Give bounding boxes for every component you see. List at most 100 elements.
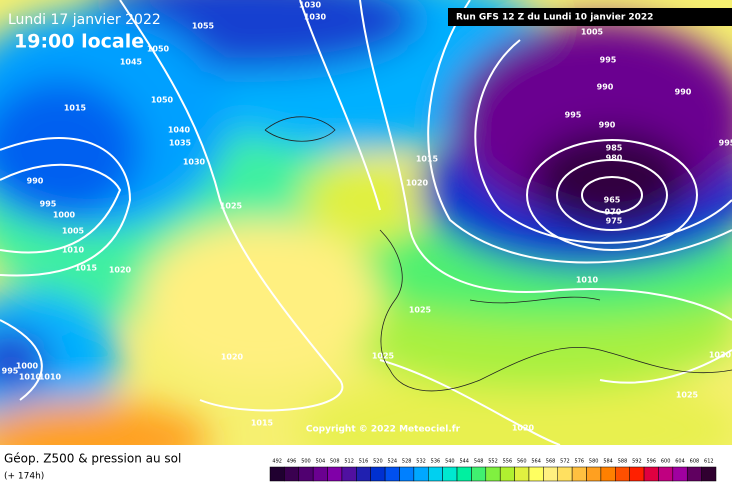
- colorbar-label: 568: [546, 459, 556, 465]
- colorbar-label: 580: [589, 459, 599, 465]
- colorbar-label: 584: [603, 459, 613, 465]
- colorbar-swatch: [456, 466, 472, 482]
- isobar-label: 1005: [581, 28, 604, 37]
- colorbar-label: 504: [316, 459, 326, 465]
- colorbar-swatch: [428, 466, 443, 482]
- colorbar: 492 496 500 504 508 512 516 520 524 528 532 536 540 5…: [269, 459, 717, 482]
- colorbar-label: 532: [416, 459, 426, 465]
- isobar-label: 1050: [151, 96, 174, 105]
- isobar-label: 1030: [299, 1, 322, 10]
- colorbar-label: 524: [388, 459, 398, 465]
- colorbar-label: 564: [531, 459, 541, 465]
- colorbar-label: 512: [344, 459, 354, 465]
- isobar-label: 1025: [220, 202, 243, 211]
- colorbar-label: 496: [287, 459, 297, 465]
- colorbar-label: 572: [560, 459, 570, 465]
- colorbar-swatch: [471, 466, 487, 482]
- isobar-label: 995: [2, 367, 19, 376]
- isobar-label: 1010: [62, 246, 85, 255]
- colorbar-label: 536: [431, 459, 441, 465]
- isobar-label: 985: [606, 144, 623, 153]
- colorbar-label: 556: [503, 459, 513, 465]
- colorbar-swatch: [399, 466, 415, 482]
- isobar-label: 965: [604, 196, 621, 205]
- colorbar-swatch: [658, 466, 674, 482]
- isobar-label: 1045: [120, 58, 143, 67]
- isobar-label: 1005: [62, 227, 85, 236]
- colorbar-swatch: [298, 466, 314, 482]
- isobar-label: 1010: [576, 276, 599, 285]
- isobar-label: 1015: [64, 104, 87, 113]
- isobar-label: 1025: [676, 391, 699, 400]
- footer-title: Géop. Z500 & pression au sol: [4, 452, 181, 466]
- colorbar-swatch: [629, 466, 645, 482]
- run-box: [448, 8, 732, 26]
- isobar-label: 1010: [39, 373, 62, 382]
- lead-time: (+ 174h): [4, 472, 44, 482]
- colorbar-swatch: [528, 466, 544, 482]
- isobar-label: 1015: [416, 155, 439, 164]
- colorbar-swatch: [615, 466, 630, 482]
- colorbar-swatch: [341, 466, 357, 482]
- colorbar-swatch: [413, 466, 429, 482]
- isobar-label: 1000: [53, 211, 76, 220]
- valid-time: 19:00 locale: [14, 31, 144, 53]
- colorbar-swatch: [384, 466, 400, 482]
- colorbar-swatch: [284, 466, 300, 482]
- isobar-label: 1010: [19, 373, 42, 382]
- colorbar-label: 588: [618, 459, 628, 465]
- run-info: Run GFS 12 Z du Lundi 10 janvier 2022: [456, 13, 653, 23]
- isobars: [0, 0, 732, 445]
- isobar-label: 1020: [406, 179, 429, 188]
- colorbar-swatch: [557, 466, 573, 482]
- isobar-label: 1050: [147, 45, 170, 54]
- colorbar-label: 516: [359, 459, 369, 465]
- colorbar-swatch: [370, 466, 386, 482]
- colorbar-swatch: [586, 466, 602, 482]
- colorbar-swatch: [571, 466, 587, 482]
- colorbar-label: 520: [373, 459, 383, 465]
- isobar-label: 995: [719, 139, 732, 148]
- colorbar-label: 612: [704, 459, 714, 465]
- colorbar-label: 540: [445, 459, 455, 465]
- colorbar-swatch: [327, 466, 343, 482]
- isobar-label: 990: [27, 177, 44, 186]
- colorbar-label: 560: [517, 459, 527, 465]
- isobar-label: 980: [606, 154, 623, 163]
- isobar-label: 995: [600, 56, 617, 65]
- colorbar-label: 548: [474, 459, 484, 465]
- colorbar-swatch: [269, 466, 285, 482]
- colorbar-swatch: [600, 466, 616, 482]
- colorbar-swatch: [442, 466, 458, 482]
- colorbar-label: 576: [575, 459, 585, 465]
- isobar-label: 1025: [372, 352, 395, 361]
- isobar-label: 990: [599, 121, 616, 130]
- isobar-label: 1030: [183, 158, 206, 167]
- isobar-label: 1025: [409, 306, 432, 315]
- colorbar-swatch: [356, 466, 371, 482]
- colorbar-label: 600: [661, 459, 671, 465]
- colorbar-label: 500: [301, 459, 311, 465]
- isobar-labels: 1030 1030 1055 1050 1045 1050 1015 1040 1035 1030…: [2, 1, 732, 433]
- copyright: Copyright © 2022 Meteociel.fr: [306, 425, 461, 435]
- isobar-label: 1015: [75, 264, 98, 273]
- isobar-label: 1000: [16, 362, 39, 371]
- isobar-label: 1030: [709, 351, 732, 360]
- colorbar-label: 544: [459, 459, 469, 465]
- colorbar-swatch: [514, 466, 530, 482]
- colorbar-label: 492: [272, 459, 282, 465]
- isobar-label: 1015: [251, 419, 274, 428]
- isobar-label: 1035: [169, 139, 192, 148]
- colorbar-swatch: [643, 466, 659, 482]
- valid-date: Lundi 17 janvier 2022: [8, 12, 161, 28]
- isobar-label: 995: [565, 111, 582, 120]
- colorbar-swatch: [672, 466, 688, 482]
- coastlines: [264, 116, 732, 392]
- colorbar-label: 604: [675, 459, 685, 465]
- isobar-label: 995: [40, 200, 57, 209]
- isobar-label: 1040: [168, 126, 191, 135]
